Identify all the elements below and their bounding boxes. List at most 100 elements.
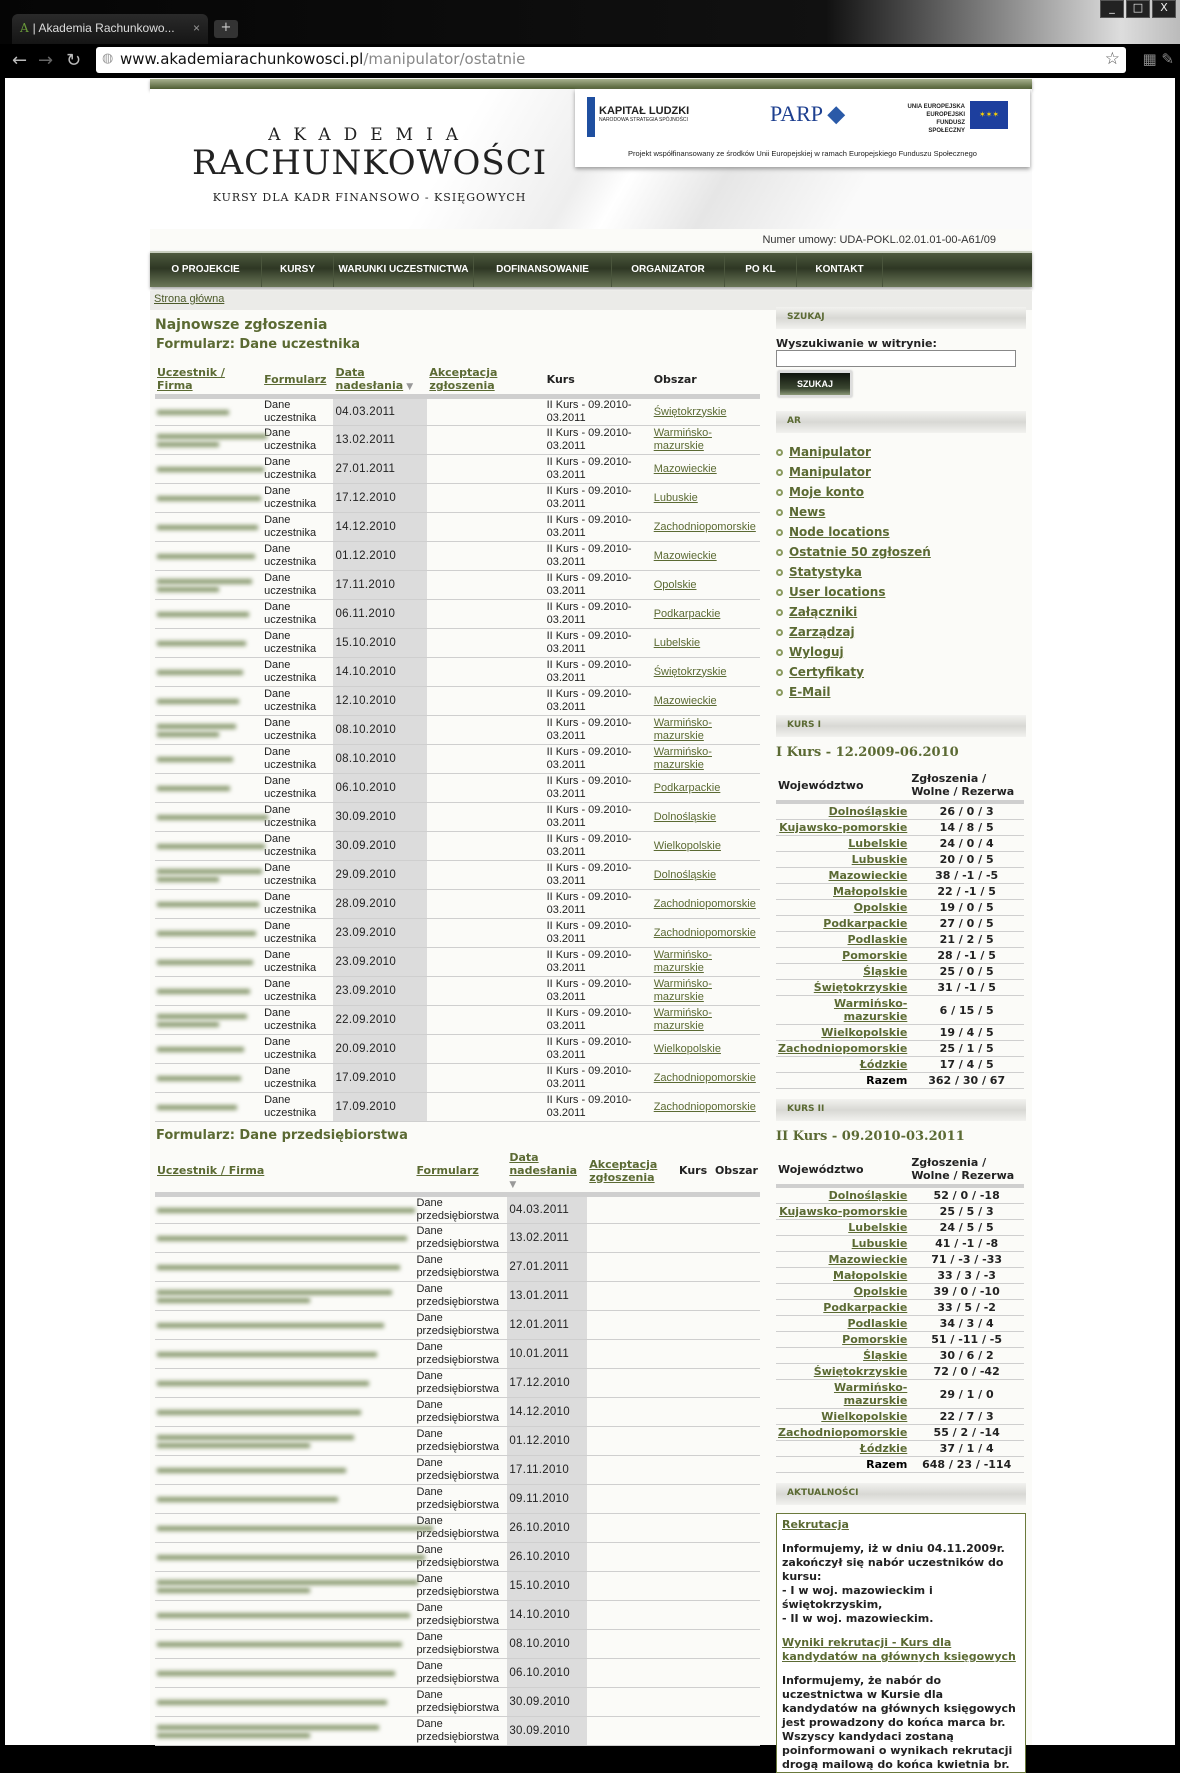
ar-menu-link[interactable]: News	[789, 505, 826, 519]
back-icon[interactable]: ←	[12, 50, 28, 71]
participant-name-blurred[interactable]	[155, 976, 263, 1006]
sort-link[interactable]: Uczestnik / Firma	[157, 1164, 265, 1177]
close-window-icon[interactable]: X	[1152, 0, 1176, 18]
redacted-name[interactable]	[157, 868, 263, 874]
region-link[interactable]: Łódzkie	[859, 1442, 908, 1455]
participant-name-blurred[interactable]	[155, 918, 263, 948]
redacted-name[interactable]	[157, 1021, 219, 1027]
region-link[interactable]: Śląskie	[863, 1349, 908, 1362]
participant-name-blurred[interactable]	[155, 1687, 415, 1717]
region-link[interactable]: Małopolskie	[833, 1269, 908, 1282]
redacted-name[interactable]	[157, 1579, 418, 1585]
region-link[interactable]: Świętokrzyskie	[813, 981, 908, 994]
ar-menu-item[interactable]: Załączniki	[776, 605, 1026, 625]
region-link[interactable]: Lubelskie	[653, 636, 701, 649]
site-logo[interactable]: AKADEMIA RACHUNKOWOŚCI KURSY DLA KADR FI…	[192, 125, 548, 204]
participant-name-blurred[interactable]	[155, 1223, 415, 1253]
participant-name-blurred[interactable]	[155, 541, 263, 571]
redacted-name[interactable]	[157, 930, 256, 936]
participant-name-blurred[interactable]	[155, 1600, 415, 1630]
participant-name-blurred[interactable]	[155, 1513, 433, 1543]
region-link[interactable]: Mazowieckie	[653, 694, 717, 707]
region-link[interactable]: Wielkopolskie	[821, 1410, 908, 1423]
region-link[interactable]: Podkarpackie	[823, 917, 908, 930]
redacted-name[interactable]	[157, 1641, 403, 1647]
region-link[interactable]: Świętokrzyskie	[653, 665, 727, 678]
redacted-name[interactable]	[157, 611, 249, 617]
participant-name-blurred[interactable]	[155, 454, 265, 484]
redacted-name[interactable]	[157, 1264, 400, 1270]
participant-name-blurred[interactable]	[155, 1716, 415, 1746]
region-link[interactable]: Podlaskie	[847, 933, 908, 946]
column-header[interactable]: Data nadesłania ▼	[507, 1151, 588, 1197]
participant-name-blurred[interactable]	[155, 1455, 415, 1485]
column-header[interactable]: Uczestnik / Firma	[155, 1151, 415, 1197]
redacted-name[interactable]	[157, 698, 240, 704]
redacted-name[interactable]	[157, 1409, 362, 1415]
menu-icons[interactable]: ▦ ✎	[1142, 50, 1174, 68]
redacted-name[interactable]	[157, 876, 219, 882]
region-link[interactable]: Podlaskie	[847, 1317, 908, 1330]
ar-menu-item[interactable]: E-Mail	[776, 685, 1026, 705]
participant-name-blurred[interactable]	[155, 599, 263, 629]
redacted-name[interactable]	[157, 495, 262, 501]
participant-name-blurred[interactable]	[155, 947, 263, 977]
ar-menu-link[interactable]: User locations	[789, 585, 886, 599]
region-link[interactable]: Warmińsko-mazurskie	[653, 1007, 712, 1032]
region-link[interactable]: Opolskie	[853, 1285, 908, 1298]
region-link[interactable]: Warmińsko-mazurskie	[833, 1381, 908, 1407]
ar-menu-item[interactable]: Manipulator	[776, 465, 1026, 485]
region-link[interactable]: Warmińsko-mazurskie	[653, 746, 712, 771]
ar-menu-item[interactable]: Statystyka	[776, 565, 1026, 585]
redacted-name[interactable]	[157, 1297, 311, 1303]
redacted-name[interactable]	[157, 1013, 247, 1019]
participant-name-blurred[interactable]	[155, 860, 263, 890]
participant-name-blurred[interactable]	[155, 1426, 415, 1456]
redacted-name[interactable]	[157, 756, 234, 762]
sort-desc-icon[interactable]: ▼	[403, 382, 414, 392]
ar-menu-item[interactable]: Zarządzaj	[776, 625, 1026, 645]
participant-name-blurred[interactable]	[155, 715, 263, 745]
sort-link[interactable]: Uczestnik / Firma	[157, 366, 225, 392]
search-input[interactable]	[776, 350, 1016, 367]
region-link[interactable]: Śląskie	[863, 965, 908, 978]
nav-organizator[interactable]: ORGANIZATOR	[612, 253, 725, 287]
ar-menu-link[interactable]: Ostatnie 50 zgłoszeń	[789, 545, 931, 559]
region-link[interactable]: Warmińsko-mazurskie	[833, 997, 908, 1023]
column-header[interactable]: Formularz	[414, 1151, 508, 1197]
participant-name-blurred[interactable]	[155, 512, 263, 542]
bookmark-star-icon[interactable]: ☆	[1104, 49, 1120, 69]
redacted-name[interactable]	[157, 578, 252, 584]
participant-name-blurred[interactable]	[155, 773, 263, 803]
region-link[interactable]: Mazowieckie	[828, 1253, 908, 1266]
region-link[interactable]: Kujawsko-pomorskie	[779, 1205, 908, 1218]
ar-menu-item[interactable]: Moje konto	[776, 485, 1026, 505]
participant-name-blurred[interactable]	[155, 1194, 415, 1224]
redacted-name[interactable]	[157, 553, 255, 559]
column-header[interactable]: Akceptacja zgłoszenia	[427, 366, 545, 399]
region-link[interactable]: Podkarpackie	[823, 1301, 908, 1314]
redacted-name[interactable]	[157, 524, 259, 530]
region-link[interactable]: Lubuskie	[653, 491, 698, 504]
redacted-name[interactable]	[157, 731, 219, 737]
ar-menu-link[interactable]: Node locations	[789, 525, 890, 539]
sort-link[interactable]: Formularz	[264, 372, 327, 386]
region-link[interactable]: Mazowieckie	[653, 462, 717, 475]
ar-menu-item[interactable]: Ostatnie 50 zgłoszeń	[776, 545, 1026, 565]
region-link[interactable]: Mazowieckie	[653, 549, 717, 562]
participant-name-blurred[interactable]	[155, 1397, 415, 1427]
ar-menu-item[interactable]: Wyloguj	[776, 645, 1026, 665]
redacted-name[interactable]	[157, 1724, 380, 1730]
redacted-name[interactable]	[157, 1587, 311, 1593]
ar-menu-link[interactable]: Certyfikaty	[789, 665, 864, 679]
region-link[interactable]: Pomorskie	[842, 949, 908, 962]
redacted-name[interactable]	[157, 1104, 238, 1110]
participant-name-blurred[interactable]	[155, 1658, 415, 1688]
redacted-name[interactable]	[157, 433, 268, 439]
column-header[interactable]: Uczestnik / Firma	[155, 366, 263, 399]
region-link[interactable]: Warmińsko-mazurskie	[653, 717, 712, 742]
participant-name-blurred[interactable]	[155, 425, 268, 455]
sort-link[interactable]: Data nadesłania	[335, 366, 404, 392]
participant-name-blurred[interactable]	[155, 1310, 415, 1340]
region-link[interactable]: Dolnośląskie	[828, 1189, 908, 1202]
